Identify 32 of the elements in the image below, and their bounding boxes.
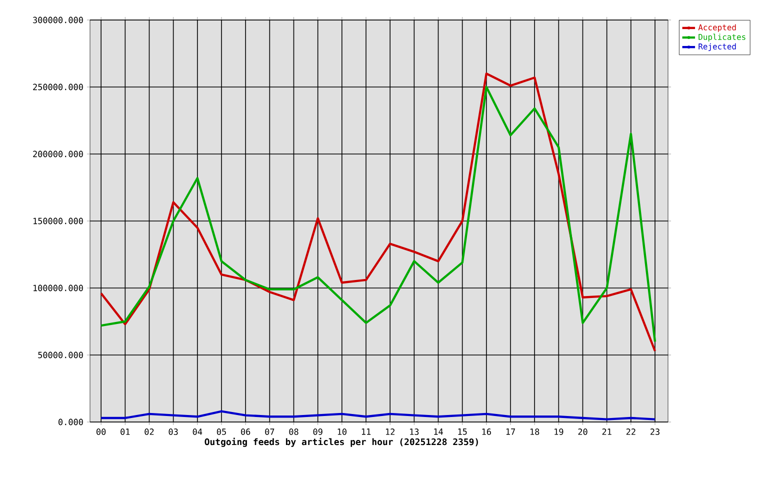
y-tick-label: 300000.000 <box>33 16 83 24</box>
x-tick-label: 08 <box>289 428 298 435</box>
x-tick-label: 06 <box>241 428 250 435</box>
x-tick-label: 21 <box>602 428 612 435</box>
x-tick-label: 00 <box>96 428 106 435</box>
y-tick-label: 100000.000 <box>34 284 83 292</box>
x-tick-label: 17 <box>506 428 515 435</box>
y-tick-label: 50000.000 <box>38 352 83 358</box>
x-tick-label: 13 <box>410 428 419 435</box>
x-tick-label: 20 <box>578 428 588 435</box>
x-tick-label: 01 <box>120 428 130 435</box>
x-tick-label: 02 <box>144 428 154 435</box>
y-tick-label: 0.000 <box>58 418 83 426</box>
x-tick-label: 12 <box>386 428 394 435</box>
x-tick-label: 10 <box>338 428 346 435</box>
x-tick-label: 09 <box>313 428 322 435</box>
x-tick-label: 18 <box>530 428 540 435</box>
x-tick-label: 16 <box>482 428 491 435</box>
y-tick-label: 150000.000 <box>34 218 83 224</box>
x-tick-label: 19 <box>554 428 564 435</box>
x-tick-label: 23 <box>650 428 660 435</box>
x-tick-label: 04 <box>192 428 202 435</box>
x-axis-title: Outgoing feeds by articles per hour (20251228 2359) <box>204 438 478 447</box>
x-tick-label: 05 <box>216 428 226 435</box>
x-tick-label: 03 <box>168 428 178 435</box>
y-tick-label: 250000.000 <box>33 84 83 90</box>
y-tick-label: 200000.000 <box>33 150 83 158</box>
x-tick-label: 11 <box>362 428 371 435</box>
x-tick-label: 14 <box>434 428 443 435</box>
x-tick-label: 15 <box>458 428 467 435</box>
x-tick-label: 22 <box>626 428 636 435</box>
x-tick-label: 07 <box>265 428 274 435</box>
